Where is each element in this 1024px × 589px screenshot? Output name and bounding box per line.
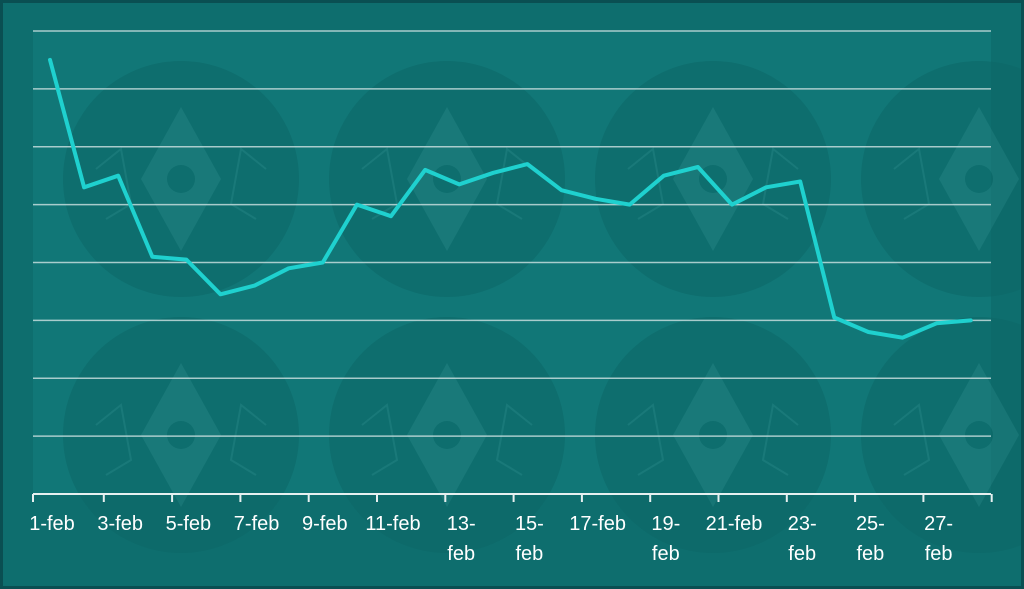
data-point xyxy=(730,203,734,207)
x-tick-label-line: 3-feb xyxy=(97,513,143,535)
x-tick-label: 19- feb xyxy=(651,513,680,565)
series-group xyxy=(48,57,973,340)
x-tick-label: 27- feb xyxy=(924,513,953,565)
data-point xyxy=(287,266,291,270)
x-tick-label-line: 5-feb xyxy=(166,513,212,535)
x-tick-label: 5-feb xyxy=(166,513,212,535)
x-tick-label-line: 21-feb xyxy=(706,513,763,535)
data-point xyxy=(935,321,939,325)
data-point xyxy=(628,203,632,207)
data-point xyxy=(798,179,802,183)
x-tick-label: 25- feb xyxy=(856,513,885,565)
watermark-lines xyxy=(95,403,267,476)
watermark-hole xyxy=(699,165,727,193)
x-axis-tick-labels: 1-feb 3-feb 5-feb 7-feb 9-feb 11-feb 13-feb15-… xyxy=(29,513,953,565)
data-point xyxy=(866,330,870,334)
data-point xyxy=(832,315,836,319)
x-tick-label-line: feb xyxy=(856,543,884,565)
x-tick-label-line: feb xyxy=(515,543,543,565)
series-line xyxy=(48,57,973,340)
x-tick-label: 9-feb xyxy=(302,513,348,535)
x-axis-ticks xyxy=(32,494,993,502)
x-tick-label-line: feb xyxy=(652,543,680,565)
x-tick-label-line: 1-feb xyxy=(29,513,75,535)
x-tick-label-line: 15- xyxy=(515,513,544,535)
data-point xyxy=(594,197,598,201)
x-tick-label: 15- feb xyxy=(515,513,544,565)
data-point xyxy=(219,292,222,296)
x-tick-label: 7-feb xyxy=(234,513,280,535)
x-tick-label: 1-feb xyxy=(29,513,75,535)
watermark-lines xyxy=(893,147,931,220)
data-point xyxy=(491,171,495,175)
watermark-circle xyxy=(861,61,1021,297)
line-chart: 1-feb 3-feb 5-feb 7-feb 9-feb 11-feb 13-feb15-… xyxy=(29,30,1021,565)
data-point xyxy=(525,162,529,166)
data-point xyxy=(662,174,666,178)
x-tick-label: 11-feb xyxy=(365,513,420,535)
watermark-hole xyxy=(167,421,195,449)
watermark-hole xyxy=(699,421,727,449)
x-tick-label: 21-feb xyxy=(706,513,763,535)
data-point xyxy=(253,284,257,288)
data-point xyxy=(355,203,359,207)
x-tick-label-line: 9-feb xyxy=(302,513,348,535)
gridlines xyxy=(33,30,991,437)
x-tick-label: 23- feb xyxy=(788,513,817,565)
x-tick-label: 17-feb xyxy=(569,513,626,535)
watermark-hole xyxy=(965,421,993,449)
data-point xyxy=(321,261,325,264)
data-point xyxy=(764,185,768,189)
x-tick-label: 13- feb xyxy=(447,513,476,565)
watermark-lines xyxy=(893,403,931,476)
data-point xyxy=(116,174,120,178)
watermark-hole xyxy=(433,421,461,449)
x-tick-label-line: 7-feb xyxy=(234,513,280,535)
x-tick-label-line: 23- xyxy=(788,513,817,535)
watermark-lines xyxy=(361,403,533,476)
watermark-tile xyxy=(63,61,299,297)
x-tick-label-line: 27- xyxy=(924,513,953,535)
x-tick-label-line: feb xyxy=(447,543,475,565)
data-point xyxy=(150,255,154,259)
x-tick-label-line: 19- xyxy=(651,513,680,535)
x-tick-label-line: 25- xyxy=(856,513,885,535)
data-point xyxy=(82,185,86,189)
watermark-tile xyxy=(861,61,1021,297)
x-tick-label-line: 11-feb xyxy=(365,513,420,535)
data-point xyxy=(48,58,52,62)
x-tick-label-line: feb xyxy=(788,543,816,565)
data-point xyxy=(184,258,188,262)
data-point xyxy=(389,214,393,218)
x-tick-label: 3-feb xyxy=(97,513,143,535)
watermark-lines xyxy=(95,147,267,220)
data-point xyxy=(901,336,904,340)
watermark-hole xyxy=(965,165,993,193)
data-point xyxy=(423,168,427,172)
x-tick-label-line: 17-feb xyxy=(569,513,626,535)
data-point xyxy=(969,318,973,322)
watermark-lines xyxy=(627,147,799,220)
watermark-lines xyxy=(627,403,799,476)
x-tick-label-line: feb xyxy=(925,543,953,565)
x-tick-label-line: 13- xyxy=(447,513,476,535)
watermark-lines xyxy=(361,147,533,220)
watermark-hole xyxy=(167,165,195,193)
data-point xyxy=(560,188,563,192)
data-point xyxy=(457,182,461,186)
data-point xyxy=(696,165,700,169)
watermark-tile xyxy=(595,61,831,297)
